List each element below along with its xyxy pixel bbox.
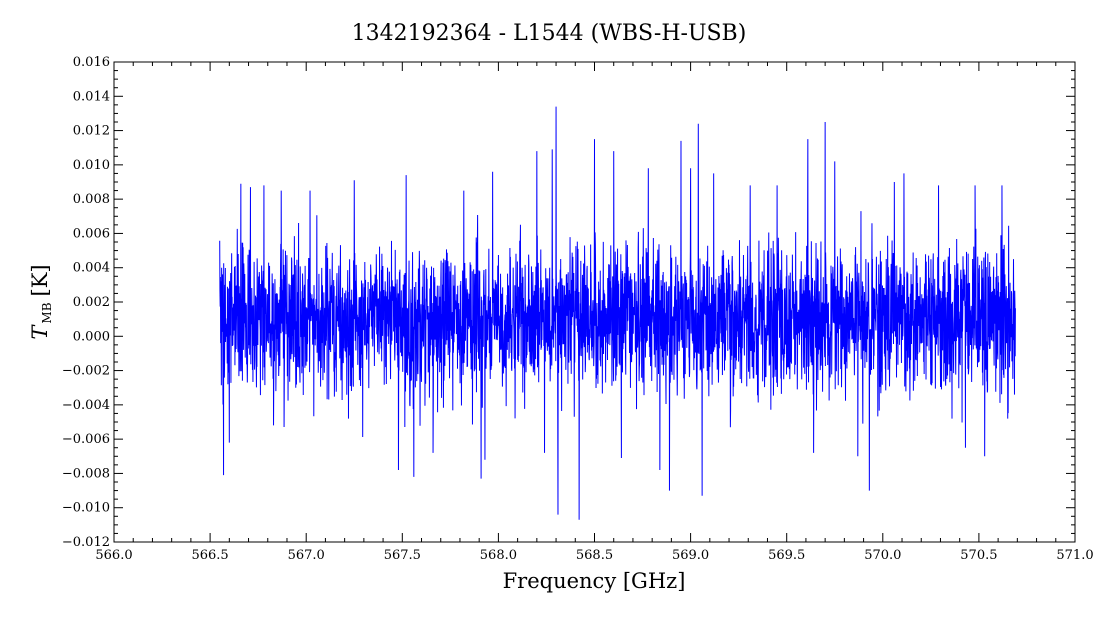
x-axis: 566.0 566.5 567.0 567.5 568.0 568.5 569.0 569.5… (95, 62, 1094, 563)
y-tick-label: −0.006 (62, 432, 110, 447)
y-tick-label: 0.006 (73, 226, 110, 241)
x-tick-label: 570.0 (864, 548, 901, 563)
svg-text:TMB[K]: TMB [K] (28, 264, 54, 339)
y-tick-label: −0.010 (62, 501, 110, 516)
x-tick-label: 568.0 (480, 548, 517, 563)
x-tick-label: 566.0 (95, 548, 132, 563)
x-tick-label: 568.5 (576, 548, 613, 563)
y-tick-label: −0.004 (62, 398, 110, 413)
y-tick-label: 0.008 (73, 192, 110, 207)
x-tick-label: 569.0 (672, 548, 709, 563)
y-axis-label: TMB [K] (28, 264, 54, 339)
x-tick-label: 571.0 (1056, 548, 1093, 563)
y-tick-label: 0.000 (73, 329, 110, 344)
y-tick-label: 0.016 (73, 55, 110, 70)
y-axis: −0.012 −0.010 −0.008 −0.006 −0.004 −0.002 0.00… (62, 55, 1075, 550)
y-tick-label: 0.014 (73, 89, 110, 104)
x-tick-label: 567.5 (384, 548, 421, 563)
x-axis-label: Frequency [GHz] (503, 569, 686, 593)
plot-area (113, 61, 1076, 543)
y-tick-label: 0.002 (73, 295, 110, 310)
y-axis-label-subscript: MB (40, 302, 54, 323)
chart-title: 1342192364 - L1544 (WBS-H-USB) (352, 21, 747, 46)
y-tick-label: −0.002 (62, 364, 110, 379)
y-tick-label: 0.010 (73, 158, 110, 173)
x-tick-label: 569.5 (768, 548, 805, 563)
y-tick-label: 0.012 (73, 124, 110, 139)
y-axis-label-unit: [K] (28, 264, 52, 296)
y-tick-label: −0.012 (62, 535, 110, 550)
x-tick-label: 570.5 (960, 548, 997, 563)
x-tick-label: 567.0 (288, 548, 325, 563)
y-tick-label: 0.004 (73, 261, 110, 276)
spectrum-trace (219, 106, 1016, 520)
y-axis-label-symbol: T (28, 324, 52, 340)
y-tick-label: −0.008 (62, 466, 110, 481)
x-tick-label: 566.5 (191, 548, 228, 563)
